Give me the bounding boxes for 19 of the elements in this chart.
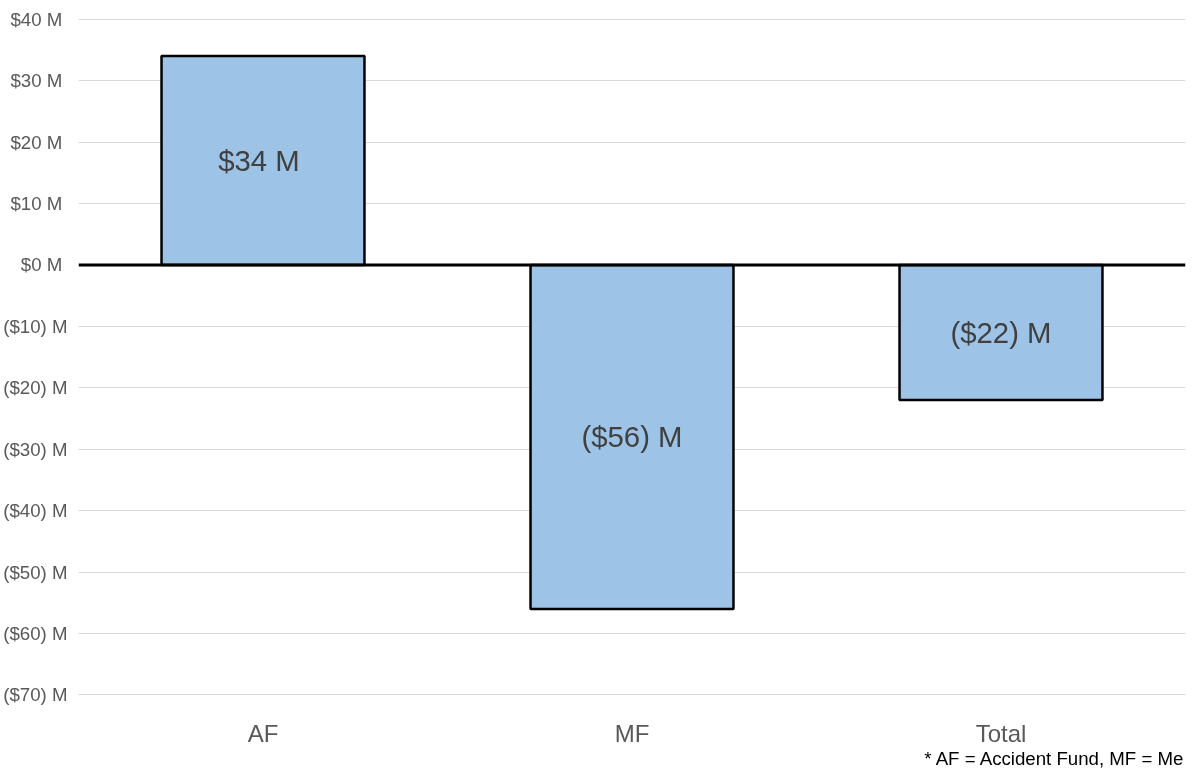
y-tick-label: ($20) M <box>3 377 68 399</box>
data-label: ($56) M <box>581 420 683 454</box>
text: * AF = Accident Fund, MF = Me <box>924 747 1184 769</box>
x-tick-label: MF <box>614 719 650 747</box>
data-label: ($22) M <box>950 316 1052 350</box>
x-tick-label: Total <box>975 719 1027 747</box>
y-tick-label: ($70) M <box>3 684 68 706</box>
y-tick-label: $0 M <box>20 254 63 276</box>
y-tick-label: ($60) M <box>3 623 68 645</box>
y-tick-label: ($50) M <box>3 561 68 583</box>
y-tick-label: $20 M <box>10 131 63 153</box>
y-tick-label: $40 M <box>10 8 63 30</box>
y-tick-label: $30 M <box>10 70 63 92</box>
y-tick-label: ($40) M <box>3 500 68 522</box>
data-label: $34 M <box>218 144 300 178</box>
y-tick-label: $10 M <box>10 193 63 215</box>
y-tick-label: ($10) M <box>3 315 68 337</box>
y-tick-label: ($30) M <box>3 438 68 460</box>
x-tick-label: AF <box>247 719 279 747</box>
